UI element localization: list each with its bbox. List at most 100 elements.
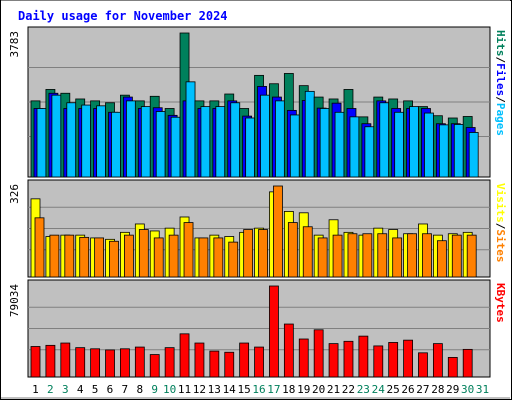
bar-kbytes-day-7 — [120, 348, 130, 378]
bar-sites-day-24 — [377, 233, 388, 278]
bar-kbytes-day-11 — [179, 333, 190, 378]
legend-files: Files — [494, 63, 507, 96]
bar-kbytes-day-8 — [134, 346, 145, 378]
x-tick-label-day-5: 5 — [92, 383, 99, 396]
x-tick-label-day-28: 28 — [431, 383, 444, 396]
bar-kbytes-day-26 — [403, 339, 413, 378]
bar-sites-day-21 — [332, 234, 343, 278]
bar-kbytes-day-25 — [388, 342, 399, 378]
bar-pages-day-14 — [230, 102, 241, 178]
bar-sites-day-25 — [392, 237, 403, 278]
bar-sites-day-6 — [109, 240, 119, 278]
bar-sites-day-26 — [407, 233, 417, 278]
legend-hits: Hits — [494, 30, 507, 57]
bar-pages-day-22 — [349, 116, 360, 178]
x-tick-label-day-25: 25 — [387, 383, 400, 396]
bar-sites-day-15 — [243, 229, 254, 278]
bar-pages-day-4 — [81, 104, 92, 178]
bar-pages-day-5 — [96, 105, 107, 178]
bar-pages-day-15 — [245, 117, 256, 178]
panel-legend: Visits/Sites — [494, 183, 507, 263]
x-tick-label-day-20: 20 — [312, 383, 325, 396]
panel-max-label: 326 — [8, 184, 21, 204]
bar-pages-day-24 — [379, 102, 390, 178]
x-tick-label-day-17: 17 — [267, 383, 280, 396]
panel-requests: 3783 Hits/Files/Pages — [8, 26, 507, 178]
bar-pages-day-1 — [36, 108, 47, 178]
bar-pages-day-10 — [170, 116, 181, 178]
legend-sites: Sites — [494, 229, 507, 262]
legend-separator: / — [494, 96, 507, 103]
panel-visitors: 326 Visits/Sites — [8, 179, 507, 278]
bar-kbytes-day-10 — [164, 347, 175, 378]
bar-kbytes-day-15 — [239, 342, 250, 378]
bar-kbytes-day-2 — [45, 344, 56, 378]
x-tick-label-day-21: 21 — [327, 383, 340, 396]
bar-sites-day-2 — [49, 234, 60, 278]
bar-kbytes-day-27 — [418, 352, 428, 378]
x-tick-label-day-6: 6 — [107, 383, 114, 396]
bar-sites-day-17 — [273, 185, 283, 278]
bar-pages-day-28 — [438, 124, 449, 178]
bar-kbytes-day-9 — [149, 354, 160, 378]
chart-title: Daily usage for November 2024 — [18, 9, 228, 23]
legend-separator: / — [494, 57, 507, 64]
x-tick-label-day-29: 29 — [446, 383, 459, 396]
bar-kbytes-day-16 — [254, 346, 264, 378]
bar-sites-day-1 — [34, 217, 45, 278]
bar-kbytes-day-12 — [194, 342, 205, 378]
bar-sites-day-10 — [168, 234, 179, 278]
bar-pages-day-17 — [275, 100, 285, 178]
bar-kbytes-day-22 — [343, 340, 354, 378]
x-tick-label-day-23: 23 — [357, 383, 370, 396]
legend-kbytes: KBytes — [494, 283, 507, 323]
x-tick-label-day-10: 10 — [163, 383, 176, 396]
bar-kbytes-day-3 — [60, 342, 71, 378]
legend-separator: / — [494, 223, 507, 230]
bar-pages-day-6 — [111, 111, 121, 178]
x-tick-label-day-4: 4 — [77, 383, 84, 396]
bar-pages-day-18 — [289, 114, 300, 178]
bar-sites-day-13 — [213, 237, 224, 278]
bar-sites-day-3 — [64, 234, 75, 278]
bar-sites-day-12 — [198, 237, 209, 278]
bar-kbytes-day-24 — [373, 345, 384, 378]
bar-pages-day-20 — [319, 108, 330, 178]
bar-sites-day-22 — [347, 233, 358, 278]
bar-kbytes-day-18 — [283, 323, 294, 378]
bar-pages-day-2 — [51, 94, 62, 178]
bar-kbytes-day-1 — [30, 346, 41, 378]
bar-sites-day-29 — [451, 234, 462, 278]
panel-max-label: 79034 — [8, 284, 21, 317]
bar-kbytes-day-14 — [224, 351, 235, 378]
legend-pages: Pages — [494, 103, 507, 136]
x-tick-label-day-30: 30 — [461, 383, 474, 396]
x-tick-label-day-22: 22 — [342, 383, 355, 396]
x-tick-label-day-2: 2 — [47, 383, 54, 396]
panel-max-label: 3783 — [8, 31, 21, 58]
bar-pages-day-30 — [468, 132, 479, 178]
bar-pages-day-9 — [155, 111, 166, 178]
x-tick-label-day-13: 13 — [208, 383, 221, 396]
panel-legend: Hits/Files/Pages — [494, 30, 507, 136]
x-tick-label-day-12: 12 — [193, 383, 206, 396]
bar-pages-day-12 — [200, 106, 211, 178]
bar-pages-day-11 — [185, 81, 196, 178]
bar-kbytes-day-17 — [269, 285, 279, 378]
bar-pages-day-13 — [215, 106, 226, 178]
x-tick-label-day-19: 19 — [297, 383, 310, 396]
bar-pages-day-23 — [364, 126, 375, 178]
x-tick-label-day-31: 31 — [476, 383, 489, 396]
x-tick-label-day-7: 7 — [122, 383, 129, 396]
bar-kbytes-day-6 — [105, 349, 115, 378]
x-tick-label-day-1: 1 — [32, 383, 39, 396]
x-tick-label-day-27: 27 — [416, 383, 429, 396]
bar-pages-day-29 — [453, 124, 464, 178]
panel-kbytes: 79034 KBytes — [8, 279, 507, 378]
panel-legend: KBytes — [494, 283, 507, 323]
bar-kbytes-day-29 — [447, 357, 458, 378]
bar-pages-day-26 — [409, 106, 419, 178]
bar-kbytes-day-19 — [298, 338, 309, 378]
bar-pages-day-25 — [394, 111, 405, 178]
